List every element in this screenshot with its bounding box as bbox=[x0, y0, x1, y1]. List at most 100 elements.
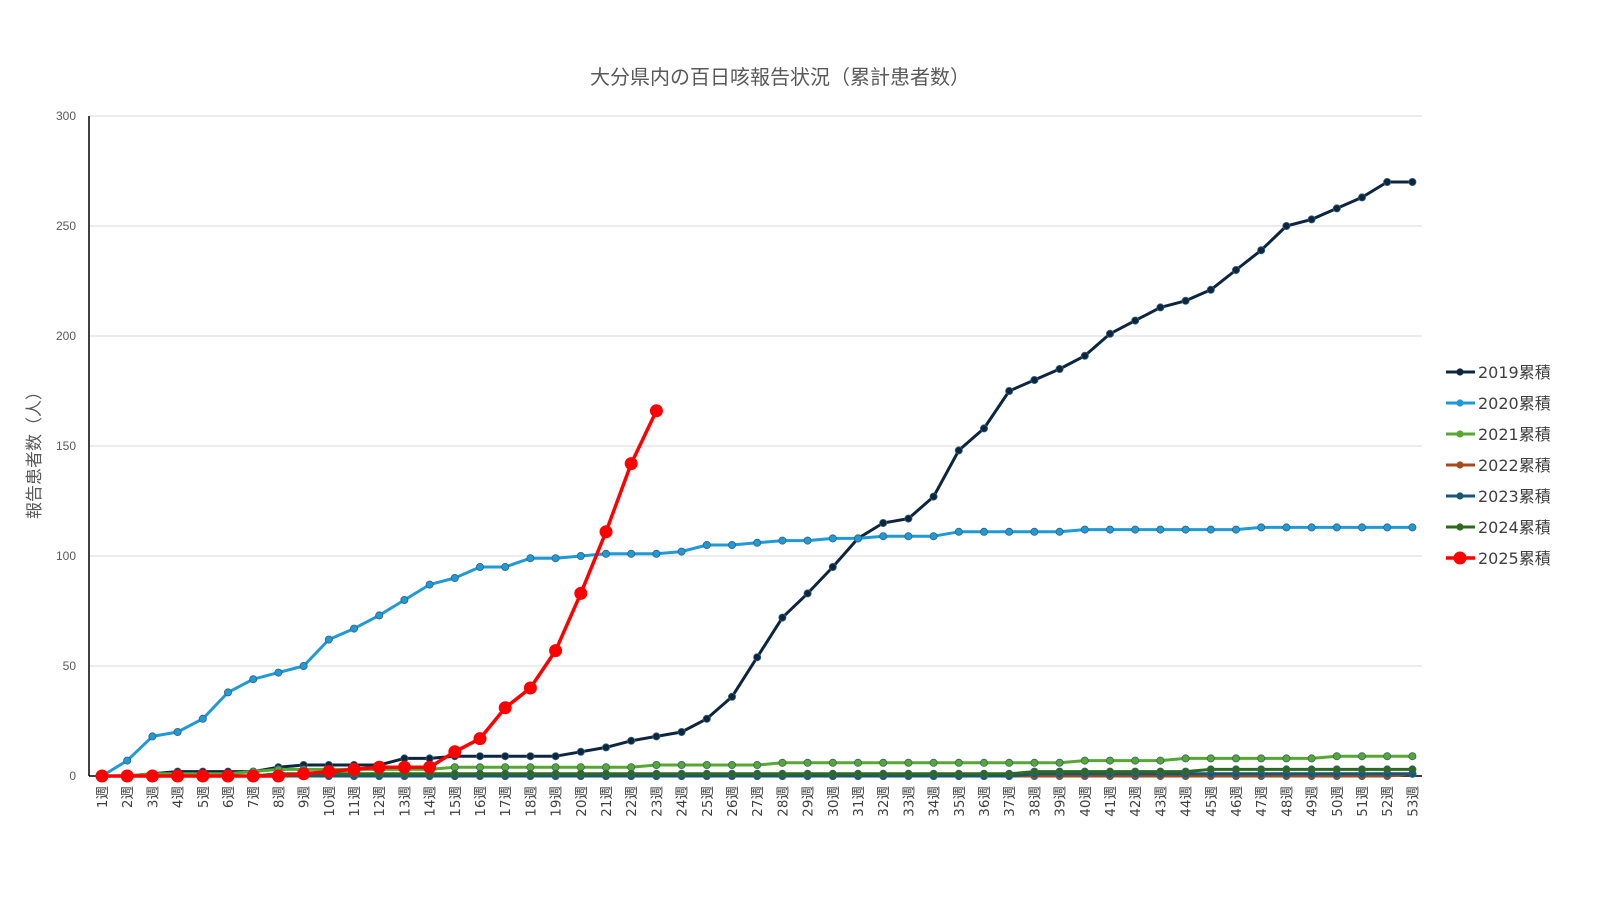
data-point bbox=[803, 536, 812, 545]
data-point bbox=[145, 769, 159, 783]
data-point bbox=[803, 589, 812, 598]
data-point bbox=[475, 763, 484, 772]
data-point bbox=[1332, 204, 1341, 213]
data-point bbox=[450, 769, 459, 778]
data-point bbox=[854, 534, 863, 543]
x-tick-label: 2週 bbox=[120, 786, 136, 809]
data-point bbox=[1257, 246, 1266, 255]
x-tick-labels: 1週 2週 3週 4週 5週 6週 7週 8週 9週 10週 11週 12週 13週 14週 15週 16週 1… bbox=[95, 786, 1421, 817]
data-point bbox=[828, 758, 837, 767]
y-tick-label: 200 bbox=[56, 329, 76, 343]
data-point bbox=[677, 761, 686, 770]
data-point bbox=[702, 714, 711, 723]
x-tick-label: 36週 bbox=[977, 786, 993, 817]
x-tick-label: 16週 bbox=[473, 786, 489, 817]
x-tick-label: 33週 bbox=[901, 786, 917, 817]
series-layer bbox=[95, 177, 1417, 783]
x-tick-label: 30週 bbox=[826, 786, 842, 817]
x-tick-label: 53週 bbox=[1405, 786, 1421, 817]
data-point bbox=[1005, 769, 1014, 778]
data-point bbox=[753, 769, 762, 778]
data-point bbox=[652, 732, 661, 741]
data-point bbox=[322, 765, 336, 779]
data-point bbox=[904, 769, 913, 778]
data-point bbox=[523, 681, 537, 695]
data-point bbox=[1358, 752, 1367, 761]
x-tick-label: 41週 bbox=[1103, 786, 1119, 817]
y-tick-label: 300 bbox=[56, 109, 76, 123]
data-point bbox=[652, 761, 661, 770]
data-point bbox=[1181, 296, 1190, 305]
data-point bbox=[728, 761, 737, 770]
y-tick-label: 250 bbox=[56, 219, 76, 233]
x-tick-label: 34週 bbox=[927, 786, 943, 817]
data-point bbox=[249, 675, 258, 684]
x-tick-label: 44週 bbox=[1179, 786, 1195, 817]
data-point bbox=[954, 446, 963, 455]
data-point bbox=[1257, 754, 1266, 763]
x-tick-label: 29週 bbox=[801, 786, 817, 817]
data-point bbox=[778, 758, 787, 767]
x-tick-label: 19週 bbox=[549, 786, 565, 817]
data-point bbox=[123, 756, 132, 765]
data-point bbox=[120, 769, 134, 783]
data-point bbox=[1005, 758, 1014, 767]
data-point bbox=[1257, 523, 1266, 532]
x-tick-label: 38週 bbox=[1027, 786, 1043, 817]
data-point bbox=[1156, 303, 1165, 312]
y-tick-label: 50 bbox=[63, 659, 77, 673]
data-point bbox=[828, 534, 837, 543]
legend: 2019累積 2020累積 2021累積 2022累積 2023累積 2024累積 2025… bbox=[1446, 363, 1551, 568]
data-point bbox=[649, 404, 663, 418]
data-point bbox=[372, 760, 386, 774]
data-point bbox=[501, 763, 510, 772]
data-point bbox=[576, 747, 585, 756]
data-point bbox=[677, 728, 686, 737]
data-point bbox=[1307, 765, 1316, 774]
x-tick-label: 47週 bbox=[1254, 786, 1270, 817]
x-tick-label: 6週 bbox=[221, 786, 237, 809]
data-point bbox=[1080, 351, 1089, 360]
data-point bbox=[1232, 765, 1241, 774]
data-point bbox=[1156, 756, 1165, 765]
data-point bbox=[274, 668, 283, 677]
series-2025累積 bbox=[95, 404, 663, 783]
data-point bbox=[602, 549, 611, 558]
data-point bbox=[1181, 525, 1190, 534]
legend-swatch-marker bbox=[1456, 523, 1464, 531]
data-point bbox=[400, 596, 409, 605]
legend-item: 2022累積 bbox=[1446, 456, 1551, 475]
x-tick-label: 40週 bbox=[1078, 786, 1094, 817]
data-point bbox=[627, 736, 636, 745]
data-point bbox=[778, 769, 787, 778]
data-point bbox=[450, 763, 459, 772]
data-point bbox=[1232, 525, 1241, 534]
gridlines bbox=[89, 115, 1422, 667]
data-point bbox=[475, 752, 484, 761]
legend-swatch-marker bbox=[1456, 492, 1464, 500]
data-point bbox=[677, 547, 686, 556]
data-point bbox=[904, 532, 913, 541]
data-point bbox=[473, 732, 487, 746]
data-point bbox=[627, 549, 636, 558]
data-point bbox=[1055, 758, 1064, 767]
legend-item: 2020累積 bbox=[1446, 394, 1551, 413]
x-tick-label: 35週 bbox=[952, 786, 968, 817]
data-point bbox=[1080, 767, 1089, 776]
data-point bbox=[501, 752, 510, 761]
data-point bbox=[1106, 329, 1115, 338]
data-point bbox=[1131, 316, 1140, 325]
data-point bbox=[475, 563, 484, 572]
data-point bbox=[1005, 527, 1014, 536]
data-point bbox=[954, 527, 963, 536]
data-point bbox=[803, 769, 812, 778]
data-point bbox=[728, 769, 737, 778]
data-point bbox=[904, 758, 913, 767]
data-point bbox=[1257, 765, 1266, 774]
data-point bbox=[1080, 525, 1089, 534]
data-point bbox=[1332, 765, 1341, 774]
x-tick-label: 8週 bbox=[271, 786, 287, 809]
data-point bbox=[501, 769, 510, 778]
data-point bbox=[980, 758, 989, 767]
data-point bbox=[498, 701, 512, 715]
